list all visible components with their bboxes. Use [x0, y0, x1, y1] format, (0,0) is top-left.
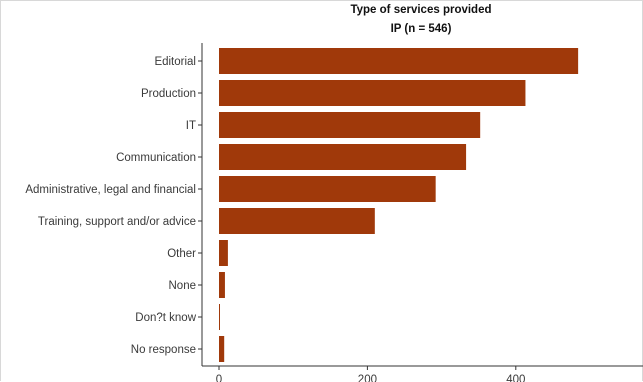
bars-group	[219, 48, 579, 362]
category-label-other: Other	[167, 248, 196, 260]
category-labels: Editorial Production IT Communication Admini…	[25, 56, 202, 356]
bar-don-t-know	[219, 304, 220, 330]
bar-production	[219, 80, 526, 106]
chart-subtitle: IP (n = 546)	[391, 23, 452, 35]
category-label-no-response: No response	[131, 344, 196, 356]
category-label-editorial: Editorial	[154, 56, 196, 68]
bar-no-response	[219, 336, 225, 362]
category-label-it: IT	[186, 120, 196, 132]
bar-it	[219, 112, 481, 138]
category-label-don-t-know: Don?t know	[135, 312, 196, 324]
x-tick-label-0: 0	[216, 374, 222, 382]
chart-title: Type of services provided	[350, 4, 491, 16]
category-label-administrative-legal-and-financial: Administrative, legal and financial	[25, 184, 196, 196]
bar-editorial	[219, 48, 579, 74]
category-label-communication: Communication	[116, 152, 196, 164]
x-axis-ticks: 0 200 400	[216, 366, 525, 382]
x-tick-label-200: 200	[358, 374, 377, 382]
bar-other	[219, 240, 228, 266]
category-label-training-support-and-or-advice: Training, support and/or advice	[38, 216, 196, 228]
bar-communication	[219, 144, 467, 170]
x-tick-label-400: 400	[506, 374, 525, 382]
category-label-none: None	[169, 280, 197, 292]
bar-training-support-and-or-advice	[219, 208, 375, 234]
bar-none	[219, 272, 225, 298]
category-label-production: Production	[141, 88, 196, 100]
bar-administrative-legal-and-financial	[219, 176, 436, 202]
